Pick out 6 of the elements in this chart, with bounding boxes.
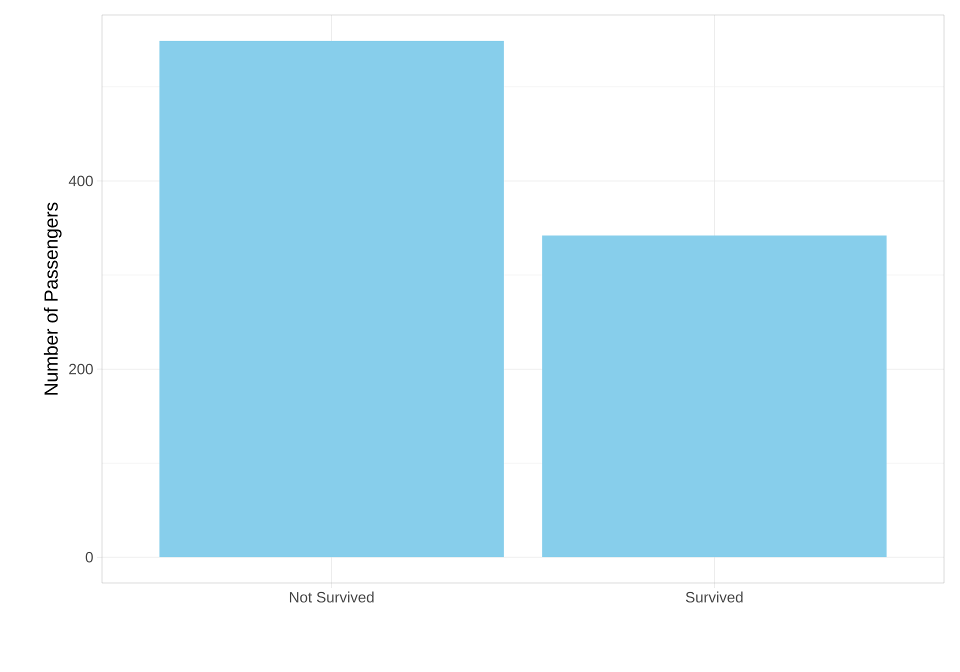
y-tick-label: 200	[69, 364, 93, 374]
y-tick-label: 0	[86, 552, 93, 562]
y-axis-title: Number of Passengers	[44, 202, 62, 395]
y-tick-label: 400	[68, 176, 93, 186]
x-tick-label: Survived	[686, 592, 743, 603]
x-tick-label: Not Survived	[290, 592, 374, 603]
